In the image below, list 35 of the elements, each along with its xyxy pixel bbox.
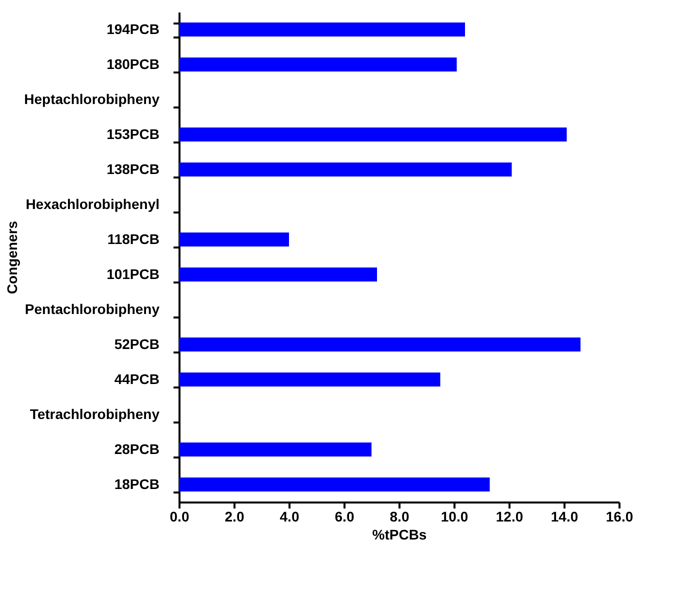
- x-tick-label: 14.0: [550, 508, 578, 524]
- bar: [179, 162, 512, 176]
- y-tick-label: 101PCB: [106, 266, 160, 282]
- y-tick-label: 44PCB: [114, 371, 160, 387]
- y-tick-label: 52PCB: [114, 336, 160, 352]
- x-tick-label: 12.0: [496, 508, 524, 524]
- y-tick-label: 18PCB: [114, 476, 160, 492]
- x-tick-label: 10.0: [440, 508, 468, 524]
- y-tick-label: 118PCB: [107, 231, 160, 247]
- y-tick-label: 180PCB: [106, 56, 160, 72]
- bar: [179, 338, 580, 352]
- bar: [179, 442, 372, 456]
- y-tick-label: 194PCB: [106, 21, 160, 37]
- y-tick-label: Hexachlorobiphenyl: [26, 196, 160, 212]
- y-tick-label: Pentachlorobipheny: [24, 301, 160, 317]
- y-tick-label: 28PCB: [114, 441, 160, 457]
- bar: [179, 268, 377, 282]
- x-tick-label: 4.0: [280, 508, 300, 524]
- y-tick-label: Tetrachlorobipheny: [30, 406, 160, 422]
- y-tick-label: 138PCB: [106, 161, 160, 177]
- x-tick-label: 16.0: [606, 508, 634, 524]
- x-tick-label: 0.0: [170, 508, 190, 524]
- bar: [179, 22, 465, 36]
- x-tick-label: 8.0: [390, 508, 410, 524]
- bar: [179, 128, 567, 142]
- y-tick-label: Heptachlorobipheny: [24, 91, 160, 107]
- y-tick-label: 153PCB: [106, 126, 160, 142]
- bar: [179, 232, 289, 246]
- x-tick-label: 6.0: [334, 508, 354, 524]
- y-axis-title: Congeners: [4, 220, 20, 294]
- x-axis-title: %tPCBs: [372, 526, 427, 542]
- bar: [179, 58, 457, 72]
- x-tick-label: 2.0: [224, 508, 244, 524]
- bar: [179, 478, 490, 492]
- bar: [179, 372, 440, 386]
